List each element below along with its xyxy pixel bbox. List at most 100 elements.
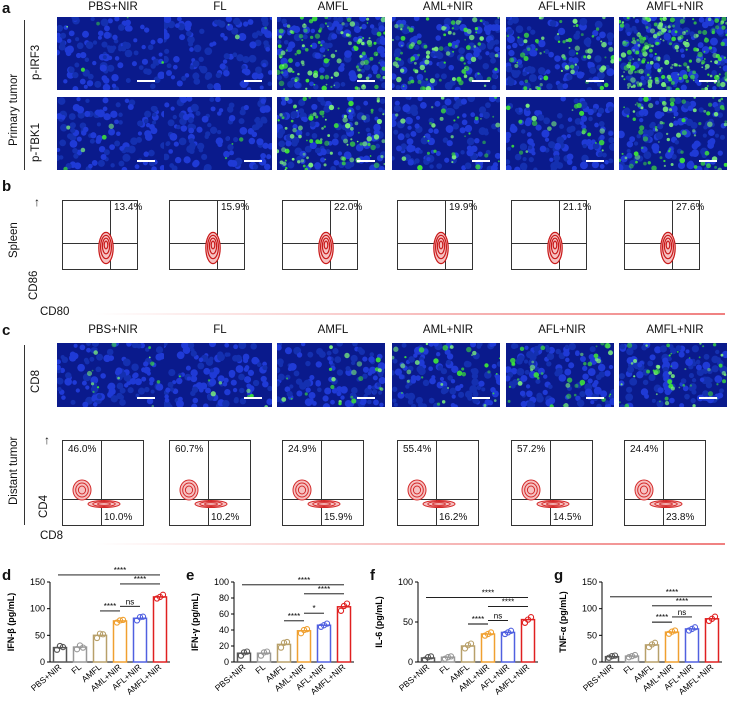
contour-ring xyxy=(199,501,223,507)
nucleus-dot xyxy=(485,51,490,56)
nucleus-dot xyxy=(102,55,107,60)
nucleus-dot xyxy=(278,140,286,148)
signal-dot xyxy=(343,138,349,144)
nucleus-dot xyxy=(122,153,131,162)
micrograph-image xyxy=(164,97,272,170)
signal-dot xyxy=(567,37,573,43)
nucleus-dot xyxy=(92,402,98,407)
signal-dot xyxy=(564,65,570,70)
signal-dot xyxy=(321,85,327,90)
nucleus-dot xyxy=(208,343,217,348)
contour-plot xyxy=(407,479,456,508)
nucleus-dot xyxy=(506,28,514,35)
signal-dot xyxy=(410,60,413,62)
signal-dot xyxy=(649,60,654,65)
nucleus-dot xyxy=(106,348,114,356)
nucleus-dot xyxy=(138,65,144,70)
signal-dot xyxy=(628,163,634,169)
signal-dot xyxy=(640,146,644,150)
nucleus-dot xyxy=(591,161,600,169)
nucleus-dot xyxy=(626,152,633,159)
nucleus-dot xyxy=(622,164,631,170)
signal-dot xyxy=(283,88,285,90)
nucleus-dot xyxy=(69,122,76,129)
signal-dot xyxy=(649,76,652,79)
nucleus-dot xyxy=(340,395,345,400)
signal-dot xyxy=(355,65,359,69)
signal-dot xyxy=(480,118,482,120)
nucleus-dot xyxy=(96,353,104,361)
signal-dot xyxy=(392,61,398,67)
signal-dot xyxy=(702,345,705,348)
nucleus-dot xyxy=(440,73,447,80)
nucleus-dot xyxy=(525,106,530,111)
signal-dot xyxy=(626,343,633,349)
nucleus-dot xyxy=(575,130,582,137)
signal-dot xyxy=(638,129,644,135)
nucleus-dot xyxy=(150,39,156,45)
signal-dot xyxy=(303,28,308,33)
signal-dot xyxy=(516,61,519,64)
signal-dot xyxy=(639,125,645,131)
signal-dot xyxy=(334,49,338,53)
nucleus-dot xyxy=(379,61,385,67)
sig-label: **** xyxy=(114,567,126,575)
nucleus-dot xyxy=(529,353,537,361)
nucleus-dot xyxy=(256,138,264,146)
signal-dot xyxy=(498,357,500,360)
nucleus-dot xyxy=(590,139,596,145)
nucleus-dot xyxy=(110,163,115,168)
flow-percent-upper-left: 57.2% xyxy=(517,444,546,455)
nucleus-dot xyxy=(170,75,176,80)
signal-dot xyxy=(367,142,371,147)
flow-percent-lower-right: 14.5% xyxy=(553,512,582,523)
nucleus-dot xyxy=(698,17,705,23)
signal-dot xyxy=(689,384,693,387)
nucleus-dot xyxy=(262,20,269,27)
signal-dot xyxy=(667,25,671,29)
nucleus-dot xyxy=(508,49,515,57)
signal-dot xyxy=(684,41,690,48)
signal-dot xyxy=(599,128,605,134)
signal-dot xyxy=(329,151,333,155)
nucleus-dot xyxy=(327,356,332,361)
nucleus-dot xyxy=(436,163,443,169)
y-tick-label: 150 xyxy=(582,577,597,587)
signal-dot xyxy=(723,162,727,167)
nucleus-dot xyxy=(677,161,686,169)
sig-label: **** xyxy=(298,576,310,585)
nucleus-dot xyxy=(229,150,234,156)
flow-percent-upper-left: 55.4% xyxy=(403,444,432,455)
signal-dot xyxy=(281,64,285,67)
signal-dot xyxy=(361,115,367,121)
nucleus-dot xyxy=(97,35,102,40)
signal-dot xyxy=(376,118,383,125)
nucleus-dot xyxy=(411,108,419,117)
signal-dot xyxy=(659,17,663,21)
signal-dot xyxy=(717,167,722,170)
nucleus-dot xyxy=(541,129,550,138)
nucleus-dot xyxy=(68,113,76,120)
nucleus-dot xyxy=(233,136,239,143)
nucleus-dot xyxy=(309,374,315,381)
signal-dot xyxy=(376,99,380,103)
nucleus-dot xyxy=(252,379,260,387)
nucleus-dot xyxy=(471,378,479,386)
nucleus-dot xyxy=(516,368,525,376)
nucleus-dot xyxy=(285,140,292,147)
nucleus-dot xyxy=(494,46,500,52)
data-point xyxy=(243,648,251,655)
sig-label: ns xyxy=(494,611,502,620)
signal-dot xyxy=(698,356,701,359)
signal-dot xyxy=(304,392,308,396)
nucleus-dot xyxy=(188,41,194,47)
nucleus-dot xyxy=(417,97,423,102)
bar xyxy=(316,624,332,663)
nucleus-dot xyxy=(290,111,298,119)
nucleus-dot xyxy=(633,29,638,34)
signal-dot xyxy=(632,17,636,19)
signal-dot xyxy=(348,109,352,113)
scale-bar xyxy=(586,80,604,82)
nucleus-dot xyxy=(241,68,247,74)
nucleus-dot xyxy=(684,393,690,400)
